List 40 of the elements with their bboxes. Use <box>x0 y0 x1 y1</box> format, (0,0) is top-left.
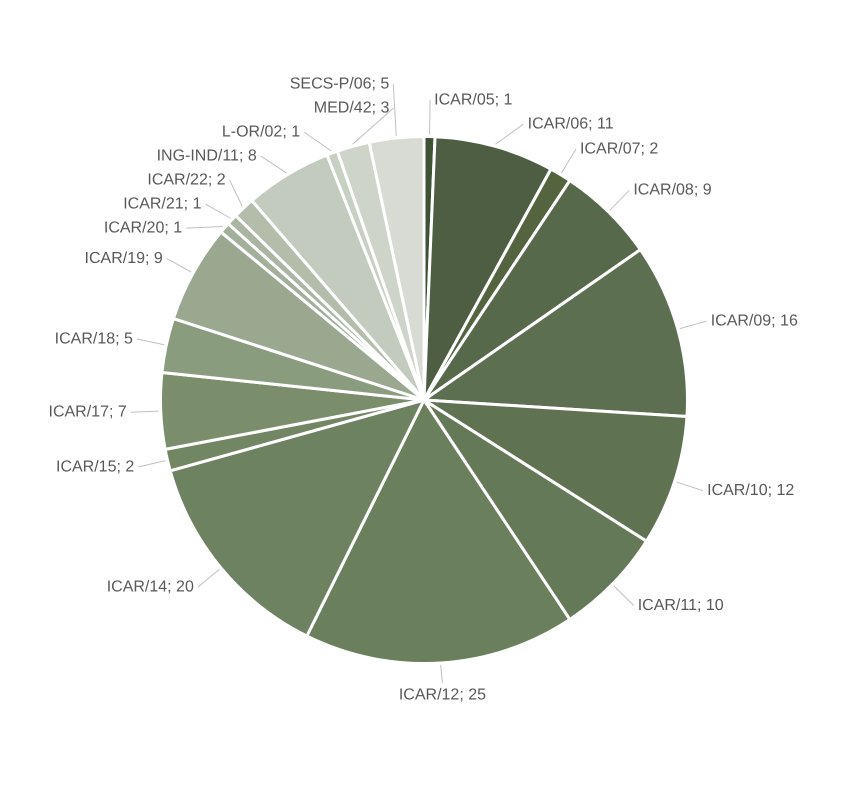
data-label: ; 9 <box>694 182 712 199</box>
slice-label: SECS-P/06 <box>290 76 372 93</box>
data-label: ; 9 <box>145 250 163 268</box>
data-label: ; 5 <box>115 330 134 348</box>
data-label: ; 11 <box>588 115 614 132</box>
data-label: ; 7 <box>108 404 127 421</box>
data-label: ; 5 <box>372 76 390 93</box>
data-label: ; 25 <box>459 686 486 704</box>
data-label: ; 12 <box>768 482 794 500</box>
slice-label: L-OR/02 <box>222 124 282 141</box>
slice-label: ICAR/06 <box>528 115 588 132</box>
data-label: ; 20 <box>167 578 194 596</box>
data-label: ; 2 <box>640 140 658 158</box>
slice-label: MED/42 <box>314 100 372 117</box>
data-label: ; 3 <box>372 100 390 117</box>
data-label: ; 10 <box>696 596 724 614</box>
slice-label: ICAR/18 <box>54 330 116 348</box>
slice-label: ICAR/11 <box>638 596 698 614</box>
data-label: ; 16 <box>771 312 798 330</box>
slice-label: ICAR/05 <box>434 91 495 108</box>
slice-label: ICAR/21 <box>123 195 184 212</box>
slice-label: ICAR/08 <box>633 182 694 199</box>
slice-label: ICAR/14 <box>106 578 168 596</box>
data-label: ; 1 <box>164 219 182 236</box>
data-label: ; 8 <box>238 148 257 164</box>
data-label: ; 1 <box>184 195 202 212</box>
data-label: ; 1 <box>494 91 513 108</box>
data-label: ; 1 <box>282 124 300 141</box>
slice-label: ICAR/20 <box>104 219 164 236</box>
slice-label: ICAR/09 <box>710 312 772 330</box>
slice-label: ICAR/07 <box>580 140 641 158</box>
slice-label: ING-IND/11 <box>156 148 240 164</box>
slice-label: ICAR/12 <box>398 686 460 704</box>
slice-label: ICAR/19 <box>84 250 146 268</box>
data-label: ; 2 <box>116 458 134 476</box>
slice-label: ICAR/22 <box>147 171 208 188</box>
data-label: ; 2 <box>208 171 226 188</box>
slice-label: ICAR/15 <box>56 458 117 476</box>
slice-label: ICAR/10 <box>707 482 768 500</box>
slice-label: ICAR/17 <box>48 404 110 421</box>
